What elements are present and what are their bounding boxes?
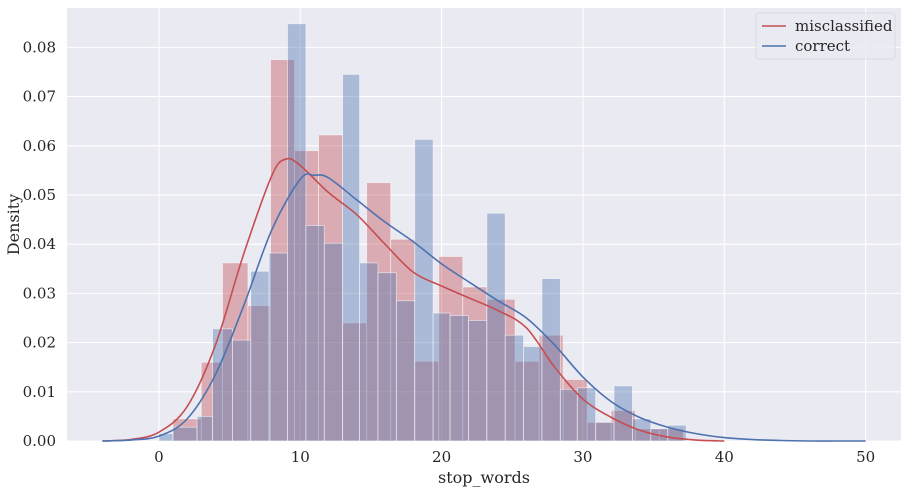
y-tick-label: 0.04 — [23, 235, 56, 253]
bar-misclassified — [222, 262, 249, 442]
bar-correct — [287, 23, 307, 442]
y-tick-label: 0.08 — [23, 38, 56, 56]
x-tick-label: 30 — [573, 448, 592, 466]
kde-curve-misclassified — [102, 157, 725, 442]
kde-curve-correct — [102, 173, 866, 442]
bar-correct — [172, 426, 198, 442]
bar-misclassified — [342, 322, 368, 442]
y-tick-label: 0.07 — [23, 88, 56, 106]
kde-curves — [102, 157, 866, 442]
bar-correct — [632, 418, 652, 442]
bar-correct — [196, 415, 213, 442]
y-axis-label: Density — [4, 194, 23, 255]
x-axis-label: stop_words — [438, 468, 530, 487]
x-tick-label: 0 — [154, 448, 164, 466]
legend-label-misclassified: misclassified — [795, 17, 893, 35]
y-tick-label: 0.01 — [23, 383, 56, 401]
bar-correct — [395, 300, 416, 442]
y-tick-label: 0.05 — [23, 186, 56, 204]
bar-correct — [359, 262, 379, 442]
histogram-bars — [158, 23, 687, 442]
legend-label-correct: correct — [795, 37, 850, 55]
tick-labels: 0 10 20 30 40 50 0.00 0.01 0.02 0.03 0.04 0.05 0.06 0… — [23, 38, 876, 466]
bar-correct — [231, 339, 252, 442]
bar-correct — [541, 278, 561, 442]
bar-correct — [576, 387, 597, 442]
y-tick-label: 0.03 — [23, 284, 56, 302]
x-tick-label: 20 — [432, 448, 451, 466]
y-tick-label: 0.00 — [23, 432, 56, 450]
bar-correct — [323, 242, 344, 442]
bar-correct — [559, 388, 578, 442]
x-tick-label: 50 — [856, 448, 875, 466]
x-tick-label: 40 — [715, 448, 734, 466]
bar-misclassified — [414, 360, 440, 442]
bar-correct — [523, 346, 543, 442]
x-tick-label: 10 — [291, 448, 310, 466]
bar-correct — [468, 320, 488, 442]
bar-correct — [432, 312, 451, 442]
bar-correct — [449, 315, 469, 442]
y-tick-label: 0.02 — [23, 334, 56, 352]
bar-correct — [250, 270, 270, 442]
bar-misclassified — [514, 360, 540, 442]
bar-correct — [305, 225, 325, 442]
bar-correct — [486, 212, 506, 442]
bar-correct — [595, 421, 615, 442]
legend: misclassified correct — [755, 12, 896, 60]
bar-correct — [377, 272, 397, 442]
bar-correct — [504, 334, 524, 442]
bar-correct — [268, 252, 288, 442]
y-tick-label: 0.06 — [23, 137, 56, 155]
bar-misclassified — [294, 150, 320, 442]
bar-correct — [414, 138, 434, 442]
bar-misclassified — [538, 334, 564, 442]
legend-box — [755, 12, 896, 60]
bar-correct — [342, 74, 361, 442]
